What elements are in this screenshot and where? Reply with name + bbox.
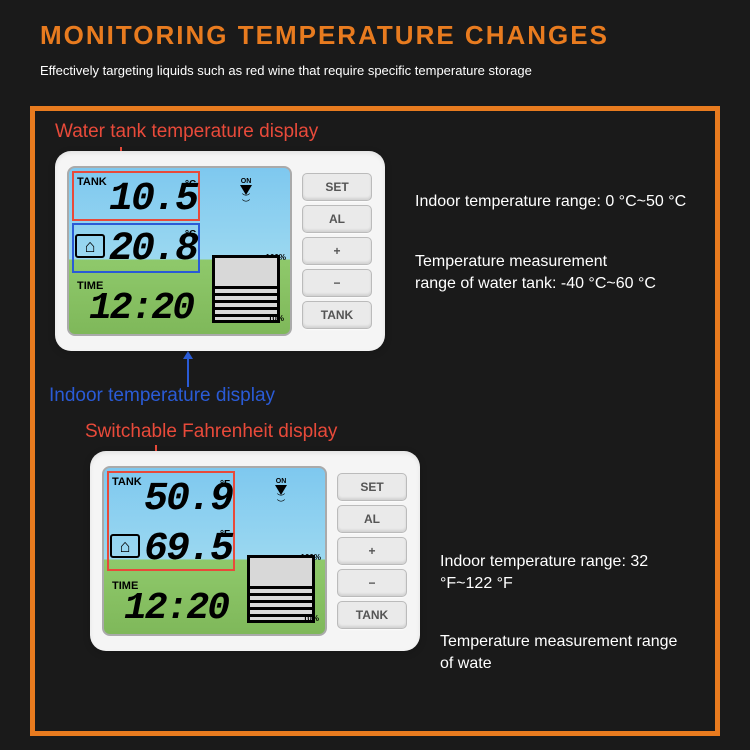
indoor-value: 20.8 bbox=[109, 230, 197, 270]
section-celsius: Water tank temperature display TANK 10.5… bbox=[55, 121, 695, 421]
tank-value: 10.5 bbox=[109, 180, 197, 220]
page-subtitle: Effectively targeting liquids such as re… bbox=[40, 63, 710, 78]
lcd-screen: TANK 50.9 °F 69.5 °F TIME 12:20 ON bbox=[102, 466, 327, 636]
lcd-screen: TANK 10.5 °C 20.8 °C TIME 12:20 ON bbox=[67, 166, 292, 336]
tank-unit: °F bbox=[220, 480, 230, 490]
callout-indoor-temp: Indoor temperature display bbox=[49, 385, 275, 407]
device: TANK 10.5 °C 20.8 °C TIME 12:20 ON bbox=[55, 151, 385, 351]
tank-unit: °C bbox=[185, 180, 196, 190]
tank-label: TANK bbox=[77, 176, 107, 188]
info-tank-range-c: Temperature measurement range of water t… bbox=[415, 251, 656, 296]
al-button[interactable]: AL bbox=[337, 505, 407, 533]
probe-label: ON bbox=[270, 478, 292, 485]
button-column: SET AL + − TANK bbox=[302, 173, 372, 329]
minus-button[interactable]: − bbox=[337, 569, 407, 597]
indoor-unit: °F bbox=[220, 530, 230, 540]
set-button[interactable]: SET bbox=[302, 173, 372, 201]
tank-label: TANK bbox=[112, 476, 142, 488]
arrow-icon bbox=[187, 357, 189, 387]
info-indoor-range-c: Indoor temperature range: 0 °C~50 °C bbox=[415, 191, 686, 213]
callout-fahrenheit: Switchable Fahrenheit display bbox=[85, 421, 695, 443]
time-value: 12:20 bbox=[89, 290, 193, 328]
tank-button[interactable]: TANK bbox=[337, 601, 407, 629]
al-button[interactable]: AL bbox=[302, 205, 372, 233]
tank-button[interactable]: TANK bbox=[302, 301, 372, 329]
section-fahrenheit: Switchable Fahrenheit display TANK 50.9 … bbox=[55, 421, 695, 701]
plus-button[interactable]: + bbox=[302, 237, 372, 265]
content-frame: Water tank temperature display TANK 10.5… bbox=[30, 106, 720, 736]
indoor-icon bbox=[75, 234, 105, 258]
level-10: 10% bbox=[268, 314, 284, 323]
minus-button[interactable]: − bbox=[302, 269, 372, 297]
info-tank-range-f: Temperature measurement range of wate bbox=[440, 631, 695, 676]
plus-button[interactable]: + bbox=[337, 537, 407, 565]
probe-label: ON bbox=[235, 178, 257, 185]
button-column: SET AL + − TANK bbox=[337, 473, 407, 629]
tank-level-graphic: ON ︶︶ 100% 10% bbox=[245, 478, 317, 623]
info-indoor-range-f: Indoor temperature range: 32 °F~122 °F bbox=[440, 551, 695, 596]
time-value: 12:20 bbox=[124, 590, 228, 628]
indoor-unit: °C bbox=[185, 230, 196, 240]
indoor-icon bbox=[110, 534, 140, 558]
tank-value: 50.9 bbox=[144, 480, 232, 520]
page-title: MONITORING TEMPERATURE CHANGES bbox=[40, 20, 710, 51]
set-button[interactable]: SET bbox=[337, 473, 407, 501]
indoor-value: 69.5 bbox=[144, 530, 232, 570]
device: TANK 50.9 °F 69.5 °F TIME 12:20 ON bbox=[90, 451, 420, 651]
tank-level-graphic: ON ︶︶ 100% 10% bbox=[210, 178, 282, 323]
callout-tank-temp: Water tank temperature display bbox=[55, 121, 695, 143]
level-10: 10% bbox=[303, 614, 319, 623]
